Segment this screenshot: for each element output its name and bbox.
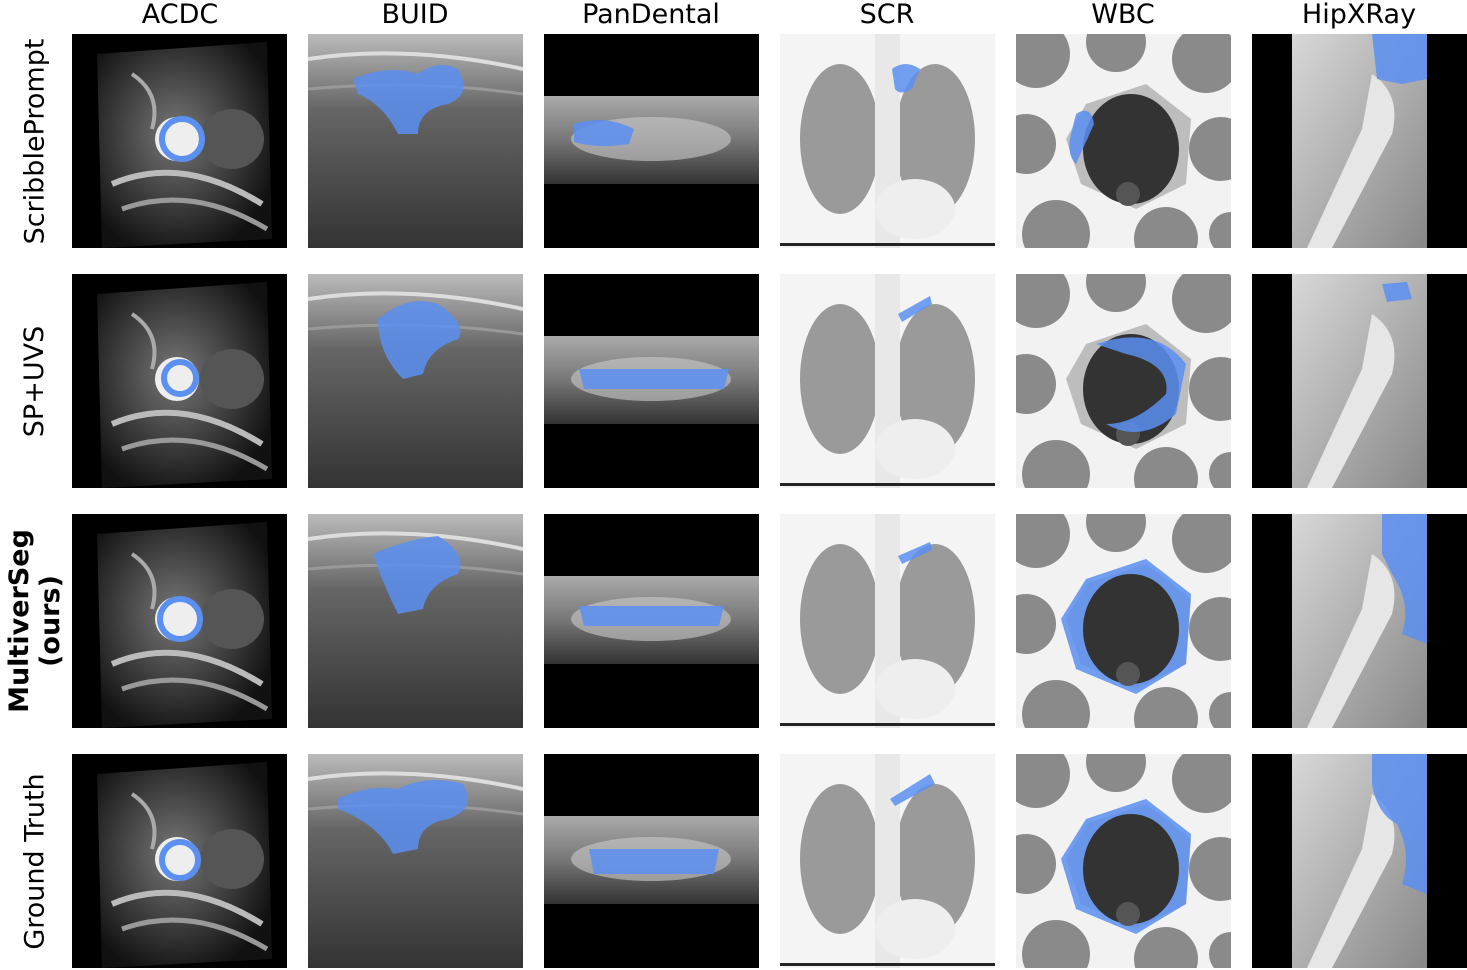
row-label-multiverseg: MultiverSeg (ours) [4, 529, 67, 713]
segmentation-overlay [1252, 34, 1467, 248]
image-buid-ground-truth [308, 754, 523, 968]
segmentation-overlay [780, 754, 995, 968]
image-wbc-ground-truth [1016, 754, 1231, 968]
segmentation-overlay [72, 754, 287, 968]
segmentation-overlay [72, 34, 287, 248]
image-scr-sp-uvs [780, 274, 995, 488]
image-buid-scribbleprompt [308, 34, 523, 248]
segmentation-overlay [780, 274, 995, 488]
segmentation-overlay [1016, 514, 1231, 728]
segmentation-overlay [308, 754, 523, 968]
image-pandental-multiverseg [544, 514, 759, 728]
row-label-scribbleprompt: ScribblePrompt [19, 38, 51, 244]
segmentation-overlay [1016, 34, 1231, 248]
segmentation-overlay [308, 514, 523, 728]
column-title-acdc: ACDC [141, 0, 219, 30]
image-acdc-scribbleprompt [72, 34, 287, 248]
image-wbc-multiverseg [1016, 514, 1231, 728]
column-title-hipxray: HipXRay [1301, 0, 1417, 30]
segmentation-overlay [1252, 274, 1467, 488]
segmentation-overlay [308, 274, 523, 488]
segmentation-overlay [1016, 274, 1231, 488]
segmentation-overlay [544, 754, 759, 968]
image-wbc-sp-uvs [1016, 274, 1231, 488]
segmentation-overlay [544, 274, 759, 488]
segmentation-overlay [1252, 754, 1467, 968]
image-pandental-ground-truth [544, 754, 759, 968]
image-scr-multiverseg [780, 514, 995, 728]
image-wbc-scribbleprompt [1016, 34, 1231, 248]
segmentation-overlay [1252, 514, 1467, 728]
column-title-wbc: WBC [1091, 0, 1155, 30]
row-label-ground-truth: Ground Truth [19, 772, 51, 950]
image-buid-sp-uvs [308, 274, 523, 488]
column-title-buid: BUID [381, 0, 449, 30]
image-hipxray-scribbleprompt [1252, 34, 1467, 248]
segmentation-overlay [1016, 754, 1231, 968]
segmentation-overlay [308, 34, 523, 248]
image-acdc-multiverseg [72, 514, 287, 728]
image-scr-ground-truth [780, 754, 995, 968]
column-title-scr: SCR [859, 0, 915, 30]
image-pandental-sp-uvs [544, 274, 759, 488]
segmentation-overlay [72, 274, 287, 488]
segmentation-overlay [780, 514, 995, 728]
column-title-pandental: PanDental [582, 0, 720, 30]
image-buid-multiverseg [308, 514, 523, 728]
image-acdc-sp-uvs [72, 274, 287, 488]
image-hipxray-ground-truth [1252, 754, 1467, 968]
image-hipxray-sp-uvs [1252, 274, 1467, 488]
segmentation-overlay [544, 514, 759, 728]
image-scr-scribbleprompt [780, 34, 995, 248]
segmentation-overlay [780, 34, 995, 248]
row-label-sp-uvs: SP+UVS [19, 325, 51, 437]
image-acdc-ground-truth [72, 754, 287, 968]
image-pandental-scribbleprompt [544, 34, 759, 248]
image-hipxray-multiverseg [1252, 514, 1467, 728]
segmentation-overlay [544, 34, 759, 248]
segmentation-overlay [72, 514, 287, 728]
